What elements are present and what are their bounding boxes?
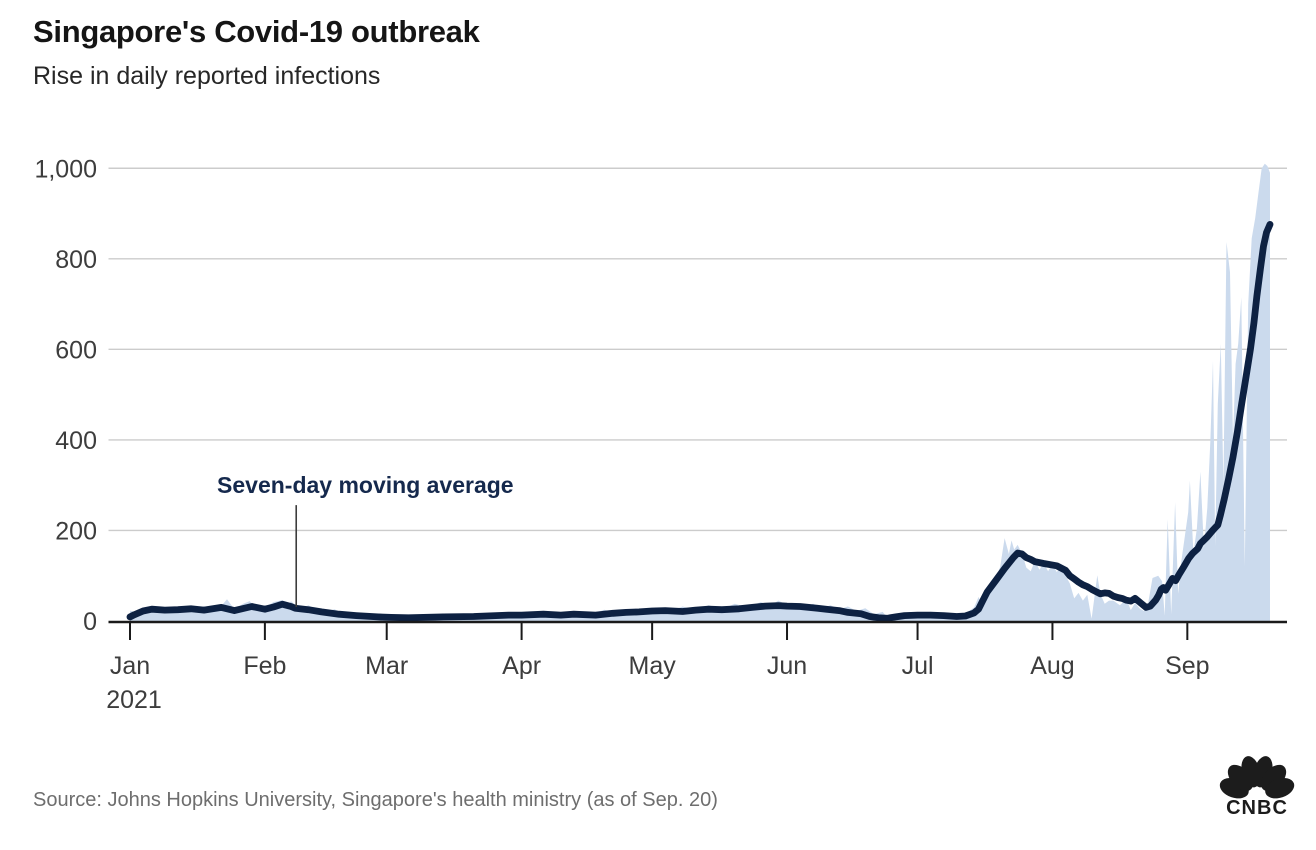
x-tick-label: Jun xyxy=(767,652,807,680)
x-tick-label: Sep xyxy=(1165,652,1209,680)
x-tick-label: May xyxy=(629,652,677,680)
cnbc-wordmark: CNBC xyxy=(1226,797,1288,818)
x-tick-label: Jul xyxy=(902,652,934,680)
cnbc-logo-svg: CNBC xyxy=(1219,756,1295,819)
x-tick-label: Feb xyxy=(243,652,286,680)
y-tick-label: 200 xyxy=(55,517,97,545)
x-tick-sublabel: 2021 xyxy=(106,686,162,714)
x-tick-label: Mar xyxy=(365,652,408,680)
x-tick-label: Apr xyxy=(502,652,541,680)
y-tick-label: 400 xyxy=(55,427,97,455)
source-text: Source: Johns Hopkins University, Singap… xyxy=(33,789,718,811)
cnbc-logo: CNBC xyxy=(1212,752,1302,819)
y-tick-label: 600 xyxy=(55,336,97,364)
chart-subtitle: Rise in daily reported infections xyxy=(33,62,381,90)
x-tick-label: Jan xyxy=(110,652,150,680)
daily-infections-area xyxy=(130,163,1270,622)
y-tick-label: 1,000 xyxy=(34,155,97,183)
x-tick-label: Aug xyxy=(1030,652,1074,680)
moving-average-line xyxy=(126,221,1274,622)
annotation-label: Seven-day moving average xyxy=(217,472,514,498)
peacock-icon: CNBC xyxy=(1219,756,1295,819)
y-tick-label: 800 xyxy=(55,246,97,274)
y-tick-label: 0 xyxy=(83,608,97,636)
page-title: Singapore's Covid-19 outbreak xyxy=(33,14,480,49)
